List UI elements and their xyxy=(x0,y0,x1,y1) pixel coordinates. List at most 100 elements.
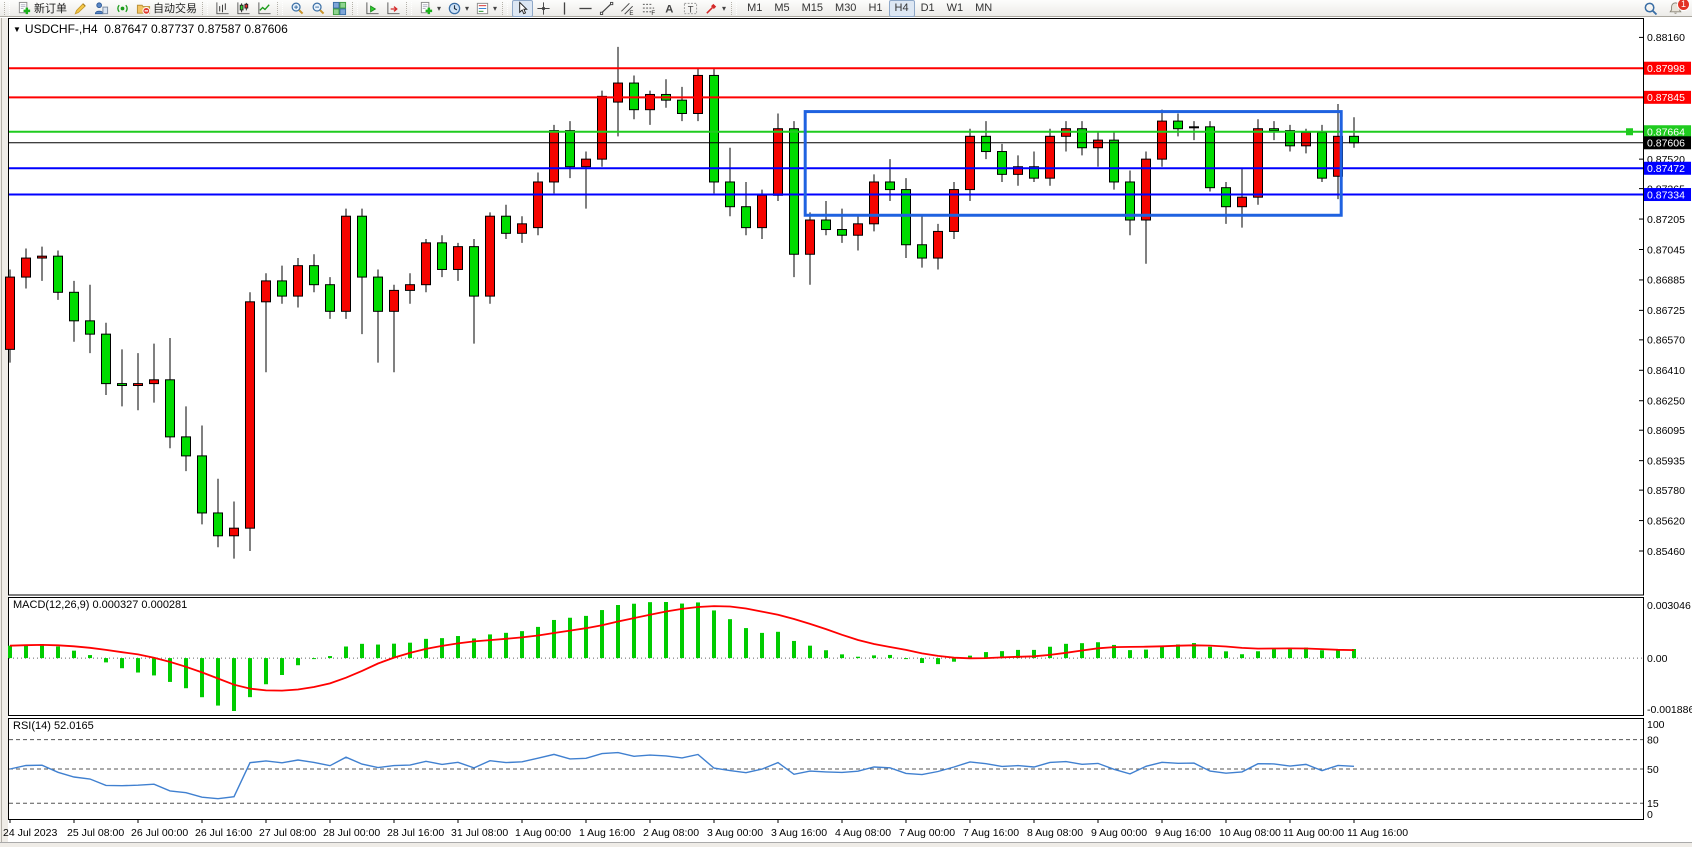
tile-windows-button[interactable] xyxy=(329,0,350,17)
clock-icon xyxy=(448,2,461,14)
person-icon xyxy=(94,1,109,14)
chart-title: ▼ USDCHF-,H4 0.87647 0.87737 0.87587 0.87… xyxy=(13,22,288,36)
line-chart-button[interactable] xyxy=(254,0,275,17)
consolidation-rectangle[interactable] xyxy=(803,110,1343,217)
horizontal-line-button[interactable] xyxy=(575,0,596,17)
toolbar-group-grip xyxy=(352,1,358,15)
macd-indicator-label: MACD(12,26,9) 0.000327 0.000281 xyxy=(13,599,188,611)
resistance-line-1-price-tag-text: 0.87998 xyxy=(1647,63,1685,75)
autotrading-button[interactable]: 自动交易 xyxy=(133,0,200,17)
toolbar-group-grip xyxy=(277,1,283,15)
depth-of-market-button[interactable] xyxy=(91,0,112,17)
candles-icon xyxy=(237,1,250,14)
signals-button[interactable] xyxy=(112,0,133,17)
pivot-line-price-tag xyxy=(1644,125,1691,139)
tf-m5[interactable]: M5 xyxy=(768,0,795,17)
crosshair-icon xyxy=(537,1,550,15)
collapse-triangle-icon[interactable]: ▼ xyxy=(13,25,21,34)
svg-text:T: T xyxy=(688,4,694,14)
zoom-out-button[interactable] xyxy=(308,0,329,17)
time-axis-label: 1 Aug 16:00 xyxy=(579,827,635,839)
notifications-button[interactable]: 1 xyxy=(1665,0,1690,17)
chevron-down-icon[interactable]: ▾ xyxy=(437,3,442,13)
text-label-button[interactable]: T xyxy=(680,0,701,17)
time-axis-label: 28 Jul 00:00 xyxy=(323,827,380,839)
template-icon xyxy=(476,2,489,14)
macd-axis-zero: 0.00 xyxy=(1647,653,1668,665)
trendline-button[interactable] xyxy=(596,0,617,17)
zoom-in-button[interactable] xyxy=(287,0,308,17)
styler-button[interactable] xyxy=(70,0,91,17)
toolbar: 新订单 自动交易 ▾ ▾ ▾ E F A T ▾ M1 M5 M15 M30 H1 H4 D1 W1 MN 1 xyxy=(0,0,1692,17)
toolbar-group-grip xyxy=(731,1,738,15)
pivot-line-price-tag-text: 0.87664 xyxy=(1647,127,1685,139)
bars-icon xyxy=(216,1,229,14)
rsi-indicator-label: RSI(14) 52.0165 xyxy=(13,720,94,732)
tf-d1[interactable]: D1 xyxy=(915,0,941,17)
time-axis-label: 24 Jul 2023 xyxy=(3,827,57,839)
tf-m1[interactable]: M1 xyxy=(741,0,768,17)
equidistant-channel-button[interactable]: E xyxy=(617,0,638,17)
time-axis-label: 9 Aug 16:00 xyxy=(1155,827,1211,839)
vline-icon xyxy=(563,1,566,15)
cursor-icon xyxy=(519,0,528,14)
periods-button[interactable]: ▾ xyxy=(444,0,472,17)
price-axis-label: 0.85460 xyxy=(1647,546,1685,558)
tf-h1[interactable]: H1 xyxy=(862,0,888,17)
price-axis-label: 0.87205 xyxy=(1647,214,1685,226)
search-button[interactable] xyxy=(1640,0,1661,17)
zoom-out-icon xyxy=(312,2,325,14)
fibo-icon: F xyxy=(642,3,655,16)
time-axis-label: 7 Aug 00:00 xyxy=(899,827,955,839)
bid-line-price-tag xyxy=(1644,136,1691,150)
rsi-pane-frame xyxy=(8,718,1644,820)
time-axis-label: 3 Aug 00:00 xyxy=(707,827,763,839)
templates-button[interactable]: ▾ xyxy=(472,0,500,17)
vertical-line-button[interactable] xyxy=(554,0,575,17)
price-axis-label: 0.86250 xyxy=(1647,396,1685,408)
tf-mn-label: MN xyxy=(975,2,993,14)
auto-scroll-button[interactable] xyxy=(362,0,383,17)
price-axis-label: 0.86725 xyxy=(1647,305,1685,317)
new-order-button[interactable]: 新订单 xyxy=(14,0,70,17)
tf-mn[interactable]: MN xyxy=(969,0,998,17)
tf-m30[interactable]: M30 xyxy=(829,0,862,17)
support-line-2-price-tag xyxy=(1644,188,1691,202)
chevron-down-icon[interactable]: ▾ xyxy=(493,3,498,13)
tf-h4-label: H4 xyxy=(894,2,909,14)
tf-h4[interactable]: H4 xyxy=(888,0,915,17)
chevron-down-icon[interactable]: ▾ xyxy=(722,3,727,13)
chart-window-background xyxy=(0,18,1692,847)
text-button[interactable]: A xyxy=(659,0,680,17)
cursor-button[interactable] xyxy=(512,0,534,17)
candlestick-button[interactable] xyxy=(233,0,254,17)
arrows-button[interactable]: ▾ xyxy=(701,0,729,17)
time-axis-label: 10 Aug 08:00 xyxy=(1219,827,1281,839)
time-axis-label: 11 Aug 00:00 xyxy=(1283,827,1344,839)
time-axis-label: 4 Aug 08:00 xyxy=(835,827,891,839)
trendline-icon xyxy=(599,1,614,15)
macd-signal-line xyxy=(9,605,1355,692)
tf-m15[interactable]: M15 xyxy=(796,0,829,17)
support-line-1-price-tag xyxy=(1644,161,1691,175)
textlabel-icon: T xyxy=(683,2,698,14)
text-icon: A xyxy=(665,3,673,15)
crayon-icon xyxy=(74,2,86,14)
window-frame-left xyxy=(0,18,8,847)
search-icon xyxy=(1644,2,1658,15)
indicators-button[interactable]: ▾ xyxy=(416,0,444,17)
crosshair-button[interactable] xyxy=(533,0,554,17)
time-axis-label: 31 Jul 08:00 xyxy=(451,827,508,839)
time-axis-label: 8 Aug 08:00 xyxy=(1027,827,1083,839)
zoom-in-icon xyxy=(291,2,304,14)
pivot-line-handle[interactable] xyxy=(1626,128,1633,136)
bar-chart-button[interactable] xyxy=(212,0,233,17)
fibonacci-button[interactable]: F xyxy=(638,0,659,17)
tf-w1[interactable]: W1 xyxy=(941,0,970,17)
chevron-down-icon[interactable]: ▾ xyxy=(465,3,470,13)
macd-axis-top: 0.003046 xyxy=(1647,600,1691,612)
signal-icon xyxy=(117,4,128,12)
auto-scroll-icon xyxy=(366,1,379,14)
chart-shift-button[interactable] xyxy=(383,0,404,17)
